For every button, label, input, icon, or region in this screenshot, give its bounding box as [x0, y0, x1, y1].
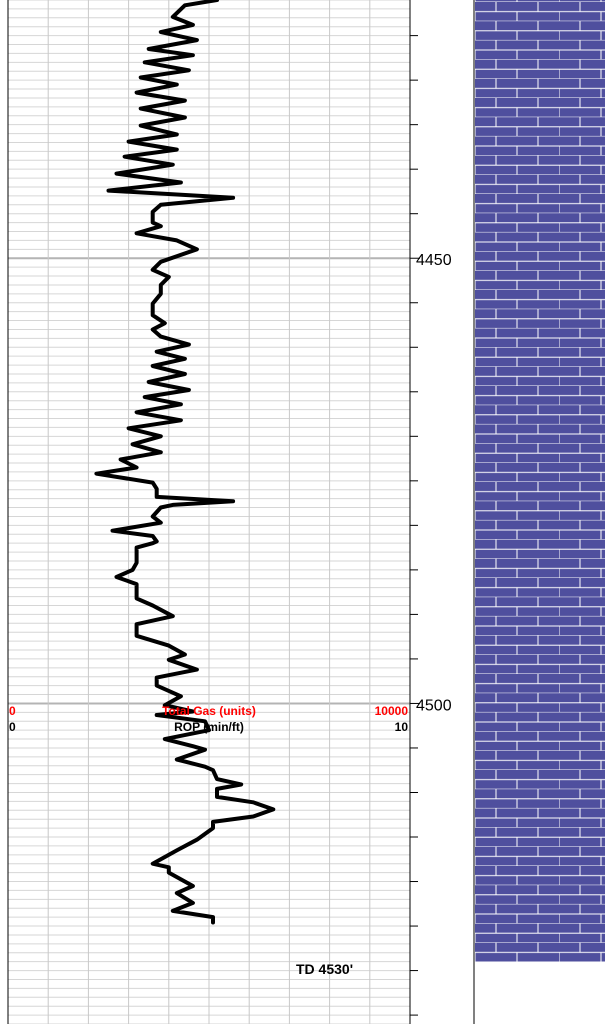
- log-track-grid: [7, 0, 411, 1024]
- labels: 0 Total Gas (units) 10000 0 ROP (min/ft)…: [9, 252, 452, 977]
- rop-line: [94, 0, 276, 925]
- rop-scale-min: 0: [9, 720, 16, 734]
- rop-scale-max: 10: [395, 720, 409, 734]
- depth-label-4450: 4450: [416, 252, 452, 269]
- total-gas-scale-min: 0: [9, 704, 16, 718]
- depth-ticks: [410, 35, 420, 1016]
- lithology-limestone-fill: [475, 0, 605, 962]
- depth-label-4500: 4500: [416, 697, 452, 714]
- rop-scale-title: ROP (min/ft): [174, 720, 244, 734]
- td-annotation: TD 4530': [296, 961, 353, 977]
- total-gas-scale-title: Total Gas (units): [162, 704, 256, 718]
- rop-series: [94, 0, 276, 925]
- lithology-track: [473, 0, 605, 1024]
- total-gas-scale-max: 10000: [375, 704, 409, 718]
